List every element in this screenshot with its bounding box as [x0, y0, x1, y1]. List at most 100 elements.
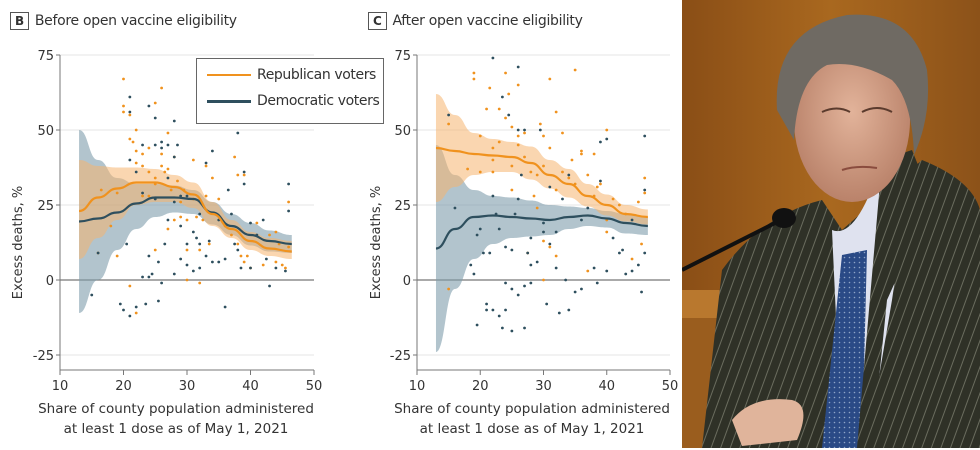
data-point-democratic — [153, 116, 157, 120]
data-point-republican — [605, 128, 609, 132]
data-point-democratic — [630, 218, 634, 222]
data-point-republican — [242, 260, 246, 264]
x-axis-label: at least 1 dose as of May 1, 2021 — [64, 421, 289, 437]
data-point-democratic — [573, 290, 577, 294]
data-point-democratic — [500, 95, 504, 99]
data-point-republican — [554, 110, 558, 114]
data-point-republican — [115, 191, 119, 195]
data-point-democratic — [144, 302, 148, 306]
data-point-democratic — [157, 299, 160, 303]
data-point-democratic — [147, 104, 151, 108]
data-point-democratic — [166, 143, 170, 147]
data-point-democratic — [592, 266, 596, 270]
data-point-republican — [542, 164, 545, 168]
data-point-republican — [236, 173, 240, 177]
panel-c-title: C After open vaccine eligibility — [368, 12, 583, 30]
x-tick-label: 30 — [535, 379, 552, 394]
data-point-democratic — [542, 221, 545, 225]
data-point-republican — [141, 152, 144, 156]
data-point-democratic — [264, 257, 268, 261]
data-point-republican — [535, 173, 539, 177]
data-point-republican — [548, 245, 552, 249]
data-point-republican — [198, 248, 202, 252]
data-point-democratic — [223, 305, 227, 309]
data-point-democratic — [475, 233, 479, 237]
data-point-republican — [115, 254, 119, 258]
data-point-republican — [586, 269, 590, 273]
confidence-band-republican — [435, 94, 648, 225]
data-point-republican — [561, 131, 564, 135]
data-point-republican — [179, 215, 183, 219]
data-point-republican — [134, 311, 138, 315]
data-point-republican — [599, 182, 602, 186]
data-point-democratic — [128, 314, 132, 318]
data-point-democratic — [497, 314, 501, 318]
data-point-republican — [236, 242, 240, 246]
data-point-democratic — [141, 143, 144, 147]
confidence-band-democratic — [79, 130, 292, 313]
data-point-republican — [131, 140, 135, 144]
data-point-democratic — [580, 218, 583, 222]
data-point-republican — [573, 182, 577, 186]
panel-c-letter: C — [368, 12, 387, 30]
data-point-democratic — [488, 251, 492, 255]
data-point-republican — [141, 164, 144, 168]
data-point-democratic — [586, 206, 590, 210]
data-point-democratic — [485, 302, 488, 306]
data-point-democratic — [284, 269, 287, 273]
data-point-republican — [538, 122, 542, 126]
data-point-republican — [280, 263, 284, 267]
data-point-republican — [128, 137, 132, 141]
data-point-republican — [507, 92, 511, 96]
data-point-republican — [643, 191, 647, 195]
data-point-democratic — [510, 248, 514, 252]
data-point-democratic — [538, 128, 542, 132]
data-point-republican — [447, 287, 451, 291]
data-point-republican — [491, 170, 495, 174]
data-point-democratic — [611, 236, 615, 240]
data-point-democratic — [535, 260, 539, 264]
data-point-republican — [542, 239, 545, 243]
data-point-democratic — [504, 308, 507, 312]
smooth-line-democratic — [79, 196, 292, 246]
data-point-republican — [239, 254, 243, 258]
y-tick-label: -25 — [390, 349, 411, 364]
face — [794, 38, 910, 202]
hair — [776, 14, 929, 155]
smooth-line-republican — [435, 146, 648, 219]
data-point-democratic — [179, 224, 183, 228]
data-point-democratic — [166, 176, 170, 180]
data-point-republican — [160, 152, 164, 156]
smooth-line-republican — [78, 181, 292, 253]
data-point-democratic — [160, 281, 164, 285]
data-point-democratic — [447, 113, 451, 117]
data-point-democratic — [118, 302, 122, 306]
data-point-democratic — [643, 134, 647, 138]
data-point-democratic — [510, 329, 514, 333]
data-point-democratic — [211, 260, 214, 264]
chart-panel-c: -25 0 25 50 75 10 20 30 40 50 Excess deaths, % Shar… — [369, 49, 678, 437]
data-point-republican — [504, 71, 507, 75]
data-point-democratic — [198, 242, 202, 246]
data-point-republican — [485, 107, 488, 111]
data-point-democratic — [147, 275, 151, 279]
data-point-republican — [204, 194, 208, 198]
data-point-democratic — [287, 182, 290, 186]
data-point-democratic — [179, 257, 183, 261]
data-point-republican — [580, 149, 583, 153]
data-point-democratic — [185, 263, 189, 267]
data-point-republican — [491, 146, 495, 150]
data-point-democratic — [580, 287, 583, 291]
data-point-republican — [447, 122, 451, 126]
data-point-republican — [153, 101, 157, 105]
data-point-democratic — [223, 257, 227, 261]
data-point-democratic — [128, 110, 132, 114]
data-point-republican — [605, 230, 609, 234]
data-point-democratic — [191, 269, 195, 273]
y-tick-label: 75 — [394, 49, 411, 64]
data-point-republican — [185, 278, 189, 282]
data-point-republican — [542, 134, 545, 138]
data-point-republican — [122, 110, 125, 114]
data-point-democratic — [491, 308, 495, 312]
panel-b-letter: B — [10, 12, 29, 30]
